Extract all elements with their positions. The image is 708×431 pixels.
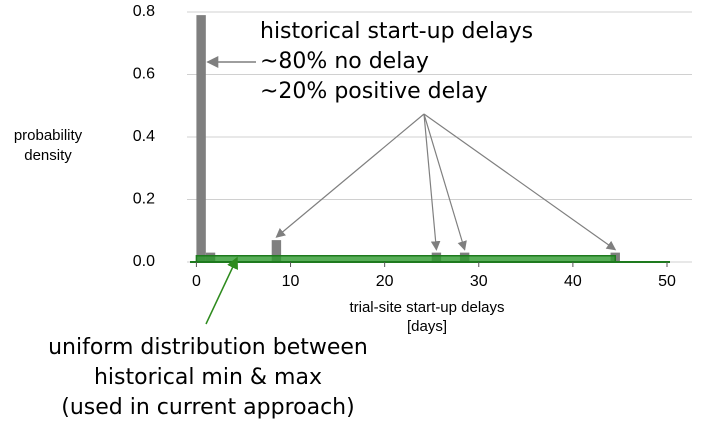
arrow: [205, 256, 238, 325]
x-tick-label: 40: [564, 273, 582, 290]
y-tick-label: 0.0: [133, 253, 155, 270]
annotation: ~80% no delay: [260, 49, 429, 74]
y-tick-label: 0.4: [133, 128, 155, 145]
y-axis-label: probability: [14, 127, 83, 144]
x-tick-label: 30: [470, 273, 488, 290]
y-tick-label: 0.8: [133, 3, 155, 20]
arrow: [423, 113, 441, 251]
arrow: [423, 113, 467, 251]
y-tick-label: 0.2: [133, 191, 155, 208]
bar: [196, 15, 206, 262]
x-tick-label: 10: [282, 273, 300, 290]
annotation: uniform distribution between: [48, 335, 368, 360]
x-tick-label: 0: [192, 273, 201, 290]
x-axis-label: [days]: [407, 318, 447, 335]
y-axis-label: density: [24, 147, 72, 164]
x-tick-label: 20: [376, 273, 394, 290]
arrow: [423, 113, 617, 251]
annotation: (used in current approach): [61, 395, 354, 420]
annotation: historical start-up delays: [260, 19, 533, 44]
x-axis-label: trial-site start-up delays: [349, 299, 504, 316]
bar: [271, 240, 282, 262]
annotation: historical min & max: [94, 365, 322, 390]
x-tick-label: 50: [658, 273, 676, 290]
arrow: [275, 113, 425, 238]
annotation: ~20% positive delay: [260, 79, 488, 104]
y-tick-label: 0.6: [133, 66, 155, 83]
